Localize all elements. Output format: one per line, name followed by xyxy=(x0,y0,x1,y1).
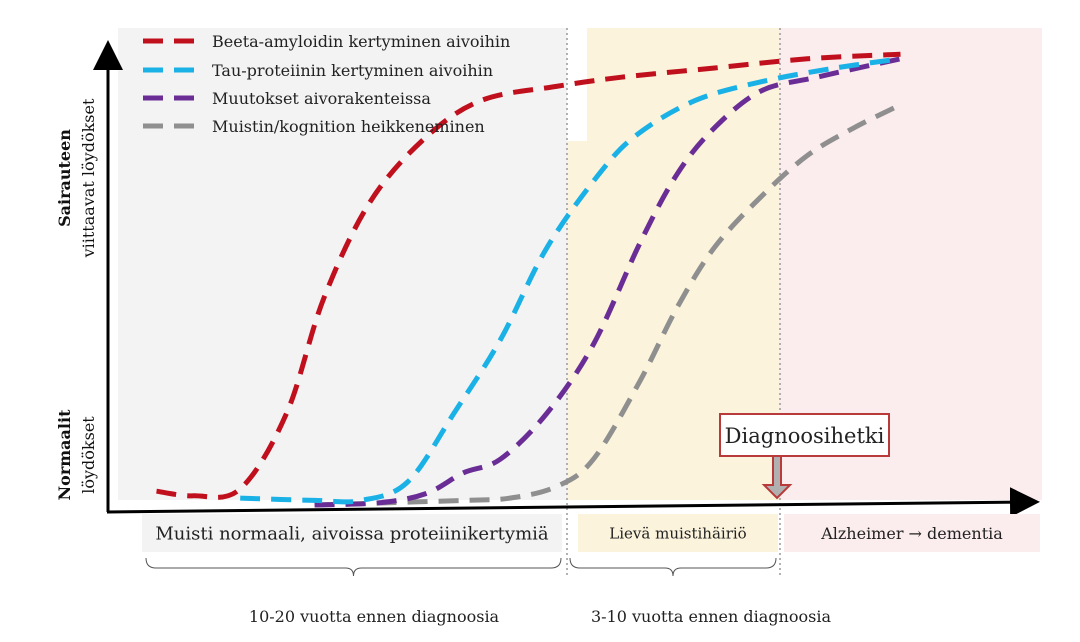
phase-box-1 xyxy=(142,514,562,552)
y-label-bottom-bold: Normaalit xyxy=(55,409,74,501)
phase-label-1: Muisti normaali, aivoissa proteiinikerty… xyxy=(155,523,549,544)
series-line-4 xyxy=(314,102,902,508)
phase-background-1 xyxy=(118,28,567,500)
series-line-3 xyxy=(314,56,902,508)
y-label-top-bold: Sairauteen xyxy=(55,129,74,227)
phase-box-3 xyxy=(784,514,1040,552)
diagnosis-arrow xyxy=(761,455,793,500)
phase-box-2 xyxy=(578,514,778,552)
legend-label-4: Muistin/kognition heikkeneminen xyxy=(212,117,485,136)
legend-label-3: Muutokset aivorakenteissa xyxy=(212,89,431,108)
series-line-1 xyxy=(156,51,901,500)
legend-label-2: Tau-proteiinin kertyminen aivoihin xyxy=(212,61,493,80)
diagnosis-box xyxy=(719,413,890,457)
time-span-brace-1 xyxy=(145,557,562,577)
phase-label-3: Alzheimer → dementia xyxy=(820,524,1003,543)
time-span-label-1: 10-20 vuotta ennen diagnoosia xyxy=(249,607,500,626)
y-label-top: viittaavat löydökset xyxy=(79,98,98,258)
phase-label-2: Lievä muistihäiriö xyxy=(609,524,746,542)
time-span-label-2: 3-10 vuotta ennen diagnoosia xyxy=(591,607,831,626)
time-span-brace-2 xyxy=(569,557,777,577)
diagnosis-label: Diagnoosihetki xyxy=(725,424,885,448)
x-axis xyxy=(106,487,1040,518)
y-label-bottom: löydökset xyxy=(79,416,98,494)
series-line-2 xyxy=(240,56,901,505)
legend-label-1: Beeta-amyloidin kertyminen aivoihin xyxy=(212,32,510,51)
